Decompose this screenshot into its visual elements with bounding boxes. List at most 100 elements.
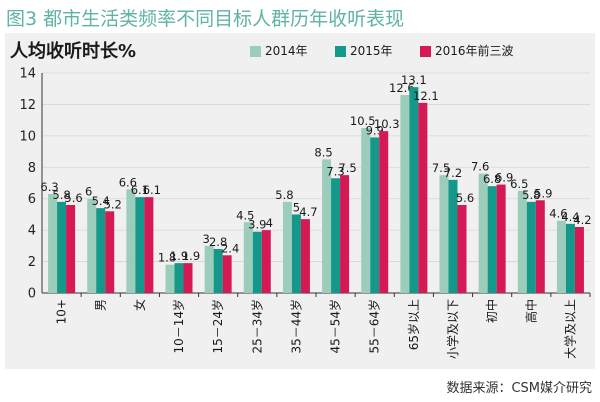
y-tick-label: 0 [28,287,36,302]
x-tick-label: 35－44岁 [288,299,303,354]
bar [478,173,488,293]
y-tick-label: 4 [28,224,36,239]
y-tick-label: 6 [28,192,36,207]
bar [370,137,380,293]
data-label: 12.6 [389,81,415,95]
data-label: 7.5 [338,161,356,175]
data-label: 6 [85,185,92,199]
bar [535,200,545,293]
x-tick-label: 男 [94,299,108,311]
bar [439,175,449,293]
bar [448,179,458,293]
data-label: 1.9 [182,249,200,263]
x-tick-label: 15－24岁 [210,299,225,354]
x-tick-label: 10－14岁 [171,299,186,354]
data-label: 2.4 [221,241,239,255]
legend-swatch-2016 [420,46,431,57]
data-label: 6.5 [510,177,528,191]
x-tick-label: 25－34岁 [249,299,264,354]
bar [400,95,410,293]
bar [379,131,389,293]
bar [300,219,310,293]
data-label: 5.4 [92,194,110,208]
data-label: 4.2 [573,213,591,227]
bar [331,178,341,293]
bar [409,87,419,294]
y-tick-label: 8 [28,161,36,176]
bar [105,211,115,293]
data-label: 4.7 [299,205,317,219]
data-label: 7.6 [471,160,489,174]
data-label: 3 [202,232,209,246]
data-label: 5.8 [522,188,540,202]
bar [126,189,136,293]
bar [361,128,371,293]
data-label: 5.8 [52,188,70,202]
x-tick-label: 初中 [484,299,499,323]
bar [87,198,97,293]
y-tick-label: 2 [28,255,36,270]
bar [565,223,575,293]
data-label: 7.3 [326,164,344,178]
data-label: 4.6 [549,207,567,221]
data-label: 1.9 [170,249,188,263]
bar [418,102,428,293]
data-label: 13.1 [401,73,427,87]
y-tick-label: 12 [19,98,36,113]
data-label: 12.1 [413,89,439,103]
bar [487,186,497,293]
legend-label-2016: 2016年前三波 [435,44,514,58]
data-label: 2.8 [209,235,227,249]
data-label: 5.9 [534,186,552,200]
bar [222,255,232,293]
x-tick-label: 55－64岁 [367,299,382,354]
figure-title: 图3 都市生活类频率不同目标人群历年收听表现 [6,8,405,30]
bar [204,245,214,293]
data-label: 5.6 [456,191,474,205]
data-label: 6.9 [495,171,513,185]
data-label: 5 [293,200,300,214]
bar [517,190,527,293]
bar [48,194,58,293]
data-label: 1.8 [158,251,176,265]
chart-title: 人均收听时长% [10,41,137,62]
x-tick-label: 65岁以上 [406,299,421,350]
x-tick-label: 女 [132,299,147,311]
bar [574,227,584,293]
bar [174,263,184,293]
bar [96,208,106,293]
bar [556,220,566,293]
data-label: 10.3 [374,117,400,131]
data-label: 8.5 [314,145,332,159]
data-label: 6.1 [143,183,161,197]
legend-swatch-2014 [250,46,261,57]
bar [144,197,154,293]
data-label: 5.6 [64,191,82,205]
source-note: 数据来源：CSM媒介研究 [446,381,592,396]
legend-label-2015: 2015年 [350,44,393,58]
y-tick-label: 10 [19,129,36,144]
x-tick-label: 大学及以上 [562,299,577,359]
bar [66,205,76,293]
data-label: 5.8 [275,188,293,202]
x-tick-label: 高中 [523,299,538,323]
bar [340,175,350,293]
bar [243,222,253,293]
bar [183,263,193,293]
x-tick-label: 10+ [55,299,69,324]
data-label: 6.8 [483,172,501,186]
legend-label-2014: 2014年 [265,44,308,58]
bar [526,201,536,293]
data-label: 5.2 [104,197,122,211]
bar [261,230,271,293]
bar [135,197,145,293]
y-tick-label: 14 [19,67,36,82]
bar [496,184,506,293]
bar [213,249,223,293]
data-label: 6.3 [40,180,58,194]
data-label: 10.5 [350,114,376,128]
bar [457,205,467,293]
bar [291,214,301,293]
data-label: 4.5 [236,208,254,222]
